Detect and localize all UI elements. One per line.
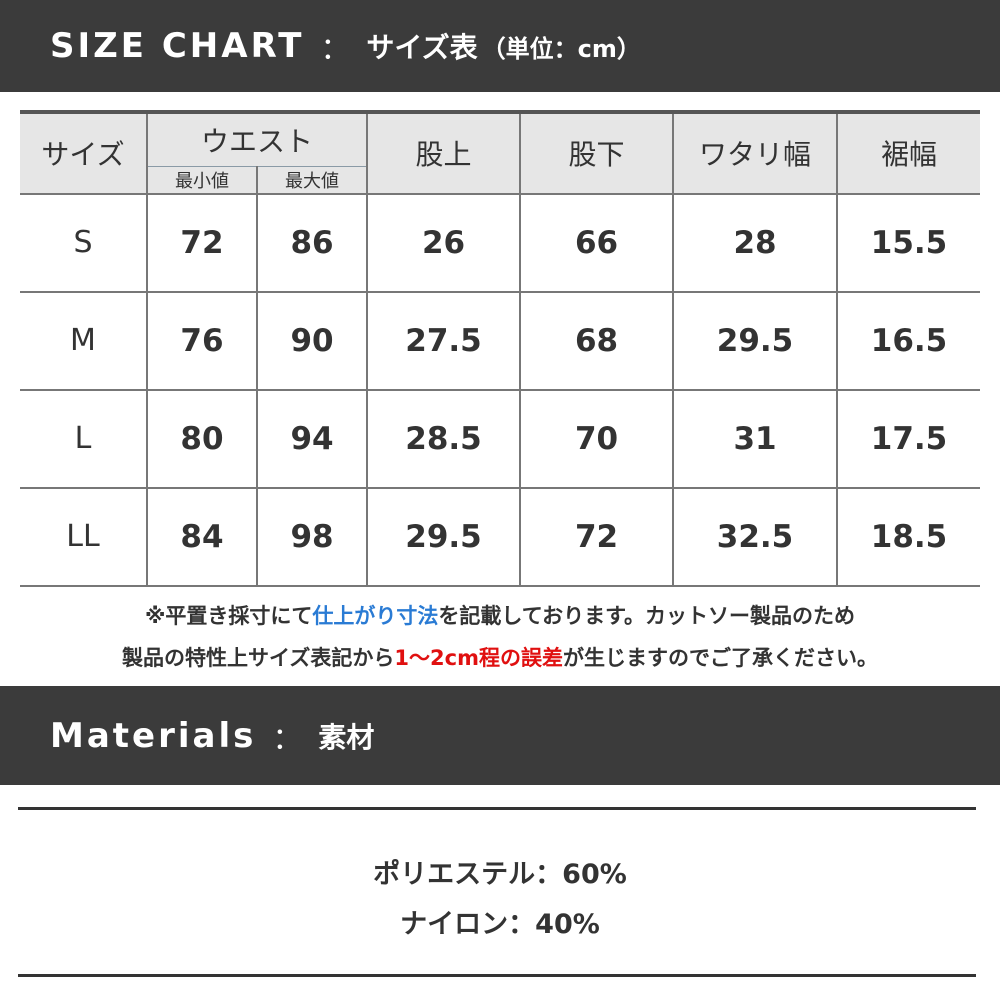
note-text: が生じますのでご了承ください。 <box>562 646 878 670</box>
material-name: ナイロン <box>400 909 509 940</box>
note-text: 製品の特性上サイズ表記から <box>122 646 395 670</box>
header-waist: ウエスト <box>145 111 369 167</box>
note-text: を記載しております。カットソー製品のため <box>438 604 856 628</box>
header-unit: （単位：cm） <box>481 34 641 63</box>
note-line-1: ※平置き採寸にて仕上がり寸法を記載しております。カットソー製品のため <box>0 600 1000 630</box>
table-cell: 90 <box>255 290 369 391</box>
material-value: 60% <box>562 859 627 890</box>
table-cell: 80 <box>146 388 258 489</box>
table-cell: 70 <box>519 388 675 489</box>
header-rise: 股上 <box>366 111 522 195</box>
table-cell: 29.5 <box>672 290 839 391</box>
table-cell: 26 <box>366 192 522 293</box>
table-cell: 94 <box>255 388 369 489</box>
material-item: ナイロン：40% <box>400 909 600 940</box>
table-cell: 76 <box>146 290 258 391</box>
size-table: サイズ ウエスト 股上 股下 ワタリ幅 裾幅 最小値 最大値 S 72 86 26 66… <box>20 110 981 587</box>
table-cell: 98 <box>255 486 369 587</box>
header-title-en: SIZE CHART <box>50 26 305 66</box>
note-text: ※平置き採寸にて <box>144 604 313 628</box>
material-name: ポリエステル <box>373 859 536 890</box>
table-cell: 31 <box>672 388 839 489</box>
header-title-jp: サイズ表 <box>366 31 478 64</box>
table-cell: 72 <box>519 486 675 587</box>
table-cell: 72 <box>146 192 258 293</box>
note-highlight-blue: 仕上がり寸法 <box>312 604 439 628</box>
header-separator: ： <box>320 32 351 67</box>
table-cell: 32.5 <box>672 486 839 587</box>
table-row: LL 84 98 29.5 72 32.5 18.5 <box>20 486 981 587</box>
materials-header: Materials ： 素材 <box>0 686 1000 785</box>
material-value: 40% <box>535 909 600 940</box>
table-cell: 16.5 <box>836 290 981 391</box>
divider-top <box>18 807 976 810</box>
materials-title-jp: 素材 <box>318 720 375 754</box>
table-cell: 15.5 <box>836 192 981 293</box>
size-label: M <box>20 290 148 391</box>
header-inseam: 股下 <box>519 111 675 195</box>
size-label: L <box>20 388 148 489</box>
size-label: LL <box>20 486 148 587</box>
header-hem: 裾幅 <box>836 111 981 195</box>
header-thigh: ワタリ幅 <box>672 111 839 195</box>
note-line-2: 製品の特性上サイズ表記から1〜2cm程の誤差が生じますのでご了承ください。 <box>0 642 1000 672</box>
table-cell: 18.5 <box>836 486 981 587</box>
table-row: L 80 94 28.5 70 31 17.5 <box>20 388 981 489</box>
table-cell: 68 <box>519 290 675 391</box>
table-cell: 28.5 <box>366 388 522 489</box>
header-waist-min: 最小値 <box>147 165 258 195</box>
table-row: S 72 86 26 66 28 15.5 <box>20 192 981 293</box>
note-highlight-red: 1〜2cm程の誤差 <box>394 646 563 670</box>
table-cell: 27.5 <box>366 290 522 391</box>
table-cell: 28 <box>672 192 839 293</box>
size-chart-header: SIZE CHART ： サイズ表 （単位：cm） <box>0 0 1000 92</box>
table-row: M 76 90 27.5 68 29.5 16.5 <box>20 290 981 391</box>
materials-title-en: Materials <box>50 715 257 756</box>
table-cell: 66 <box>519 192 675 293</box>
divider-bottom <box>18 974 976 977</box>
table-cell: 17.5 <box>836 388 981 489</box>
size-label: S <box>20 192 148 293</box>
table-cell: 29.5 <box>366 486 522 587</box>
table-cell: 84 <box>146 486 258 587</box>
header-waist-max: 最大値 <box>255 165 368 195</box>
table-cell: 86 <box>255 192 369 293</box>
materials-separator: ： <box>272 721 303 757</box>
material-item: ポリエステル：60% <box>373 859 627 890</box>
header-size: サイズ <box>20 111 148 195</box>
